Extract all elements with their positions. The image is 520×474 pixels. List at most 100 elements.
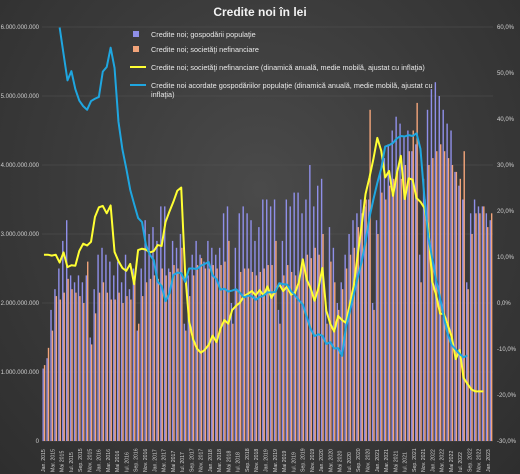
bar-nefinanciare — [294, 275, 297, 441]
bar-gospodarii — [356, 213, 358, 441]
y-right-tick-label: 0,0% — [497, 301, 511, 307]
y-left-tick-label: 1.000.000.000 — [1, 370, 40, 376]
bar-nefinanciare — [392, 178, 395, 442]
bar-nefinanciare — [102, 282, 105, 441]
x-tick-label: Mai 2020 — [338, 451, 344, 472]
bar-nefinanciare — [467, 289, 469, 441]
bar-nefinanciare — [357, 227, 360, 441]
bar-gospodarii — [77, 275, 80, 441]
bar-gospodarii — [160, 206, 162, 441]
bar-nefinanciare — [428, 165, 430, 441]
bar-nefinanciare — [334, 282, 336, 441]
x-tick-label: Jan. 2015 — [41, 449, 47, 472]
bar-gospodarii — [62, 240, 64, 441]
bar-gospodarii — [242, 206, 244, 441]
bar-nefinanciare — [208, 268, 211, 441]
bar-gospodarii — [179, 234, 182, 441]
bar-gospodarii — [105, 254, 107, 441]
legend-swatch — [133, 31, 139, 37]
bar-nefinanciare — [396, 171, 399, 441]
bar-gospodarii — [69, 275, 72, 441]
y-left-tick-label: 0 — [36, 439, 40, 445]
legend-label: Credite noi; gospodării populaţie — [151, 30, 256, 39]
x-tick-label: Mar. 2019 — [273, 449, 279, 472]
bar-nefinanciare — [259, 271, 261, 441]
bar-gospodarii — [324, 303, 327, 441]
bar-gospodarii — [191, 254, 193, 441]
bar-nefinanciare — [490, 213, 493, 441]
bar-nefinanciare — [416, 102, 418, 442]
x-tick-label: Mai 2017 — [171, 451, 177, 472]
x-tick-label: Iul. 2016 — [124, 452, 130, 472]
bar-gospodarii — [250, 220, 252, 441]
bar-nefinanciare — [341, 289, 344, 441]
x-tick-label: Mai 2019 — [282, 451, 288, 472]
chart-title: Credite noi în lei — [213, 5, 306, 19]
bar-gospodarii — [109, 261, 111, 441]
bar-nefinanciare — [106, 292, 109, 441]
bar-gospodarii — [352, 220, 354, 441]
bar-gospodarii — [395, 116, 397, 441]
bar-gospodarii — [167, 268, 170, 441]
bar-nefinanciare — [310, 258, 312, 441]
x-tick-label: Jan. 2019 — [264, 449, 270, 472]
bar-gospodarii — [116, 261, 119, 441]
bar-nefinanciare — [389, 185, 391, 441]
x-tick-label: Iul. 2018 — [236, 452, 242, 472]
bar-nefinanciare — [185, 330, 187, 441]
bar-nefinanciare — [279, 323, 281, 441]
bar-nefinanciare — [424, 199, 426, 441]
y-right-tick-label: 50,0% — [497, 71, 515, 77]
bar-gospodarii — [152, 227, 154, 441]
bar-nefinanciare — [298, 275, 301, 441]
bar-gospodarii — [281, 240, 284, 441]
bar-gospodarii — [171, 240, 174, 441]
bar-nefinanciare — [479, 213, 481, 441]
bar-nefinanciare — [463, 151, 465, 441]
x-tick-label: Sep. 2020 — [356, 448, 362, 472]
x-tick-label: Nov. 2017 — [199, 449, 205, 472]
bar-nefinanciare — [373, 309, 375, 441]
legend-item: Credite noi acordate gospodăriilor popul… — [130, 81, 433, 99]
x-tick-label: Nov. 2018 — [254, 449, 260, 472]
bar-gospodarii — [489, 220, 491, 441]
bar-nefinanciare — [283, 275, 285, 441]
x-tick-label: Sep. 2015 — [78, 448, 84, 472]
x-tick-label: Mai 2016 — [115, 451, 121, 472]
legend: Credite noi; gospodării populaţie Credite… — [130, 30, 433, 99]
bar-nefinanciare — [338, 309, 340, 441]
bar-nefinanciare — [47, 347, 50, 441]
bar-nefinanciare — [87, 261, 89, 441]
bar-gospodarii — [305, 199, 307, 441]
bar-gospodarii — [258, 227, 260, 441]
bar-nefinanciare — [314, 247, 316, 441]
bar-gospodarii — [120, 282, 123, 441]
bar-nefinanciare — [349, 254, 352, 441]
bar-gospodarii — [375, 220, 378, 441]
bar-nefinanciare — [51, 330, 54, 441]
bar-nefinanciare — [94, 313, 97, 441]
bar-nefinanciare — [236, 289, 238, 441]
bar-gospodarii — [360, 199, 362, 441]
bar-nefinanciare — [385, 199, 387, 441]
x-tick-label: Mar. 2020 — [328, 449, 334, 472]
bar-gospodarii — [238, 213, 240, 441]
bar-nefinanciare — [161, 268, 163, 441]
bar-nefinanciare — [408, 151, 411, 441]
x-tick-label: Nov. 2022 — [477, 449, 483, 472]
bar-gospodarii — [277, 309, 280, 441]
bar-nefinanciare — [165, 275, 167, 441]
x-tick-label: Nov. 2019 — [310, 449, 316, 472]
y-right-tick-label: -10,0% — [497, 347, 517, 353]
bar-gospodarii — [175, 247, 178, 441]
bar-nefinanciare — [439, 144, 442, 442]
bar-nefinanciare — [200, 258, 203, 441]
bar-gospodarii — [113, 275, 115, 441]
bar-gospodarii — [332, 247, 335, 441]
bar-gospodarii — [367, 199, 370, 441]
x-tick-label: Mar. 2016 — [106, 449, 112, 472]
bar-gospodarii — [481, 206, 484, 441]
bar-gospodarii — [438, 96, 440, 441]
